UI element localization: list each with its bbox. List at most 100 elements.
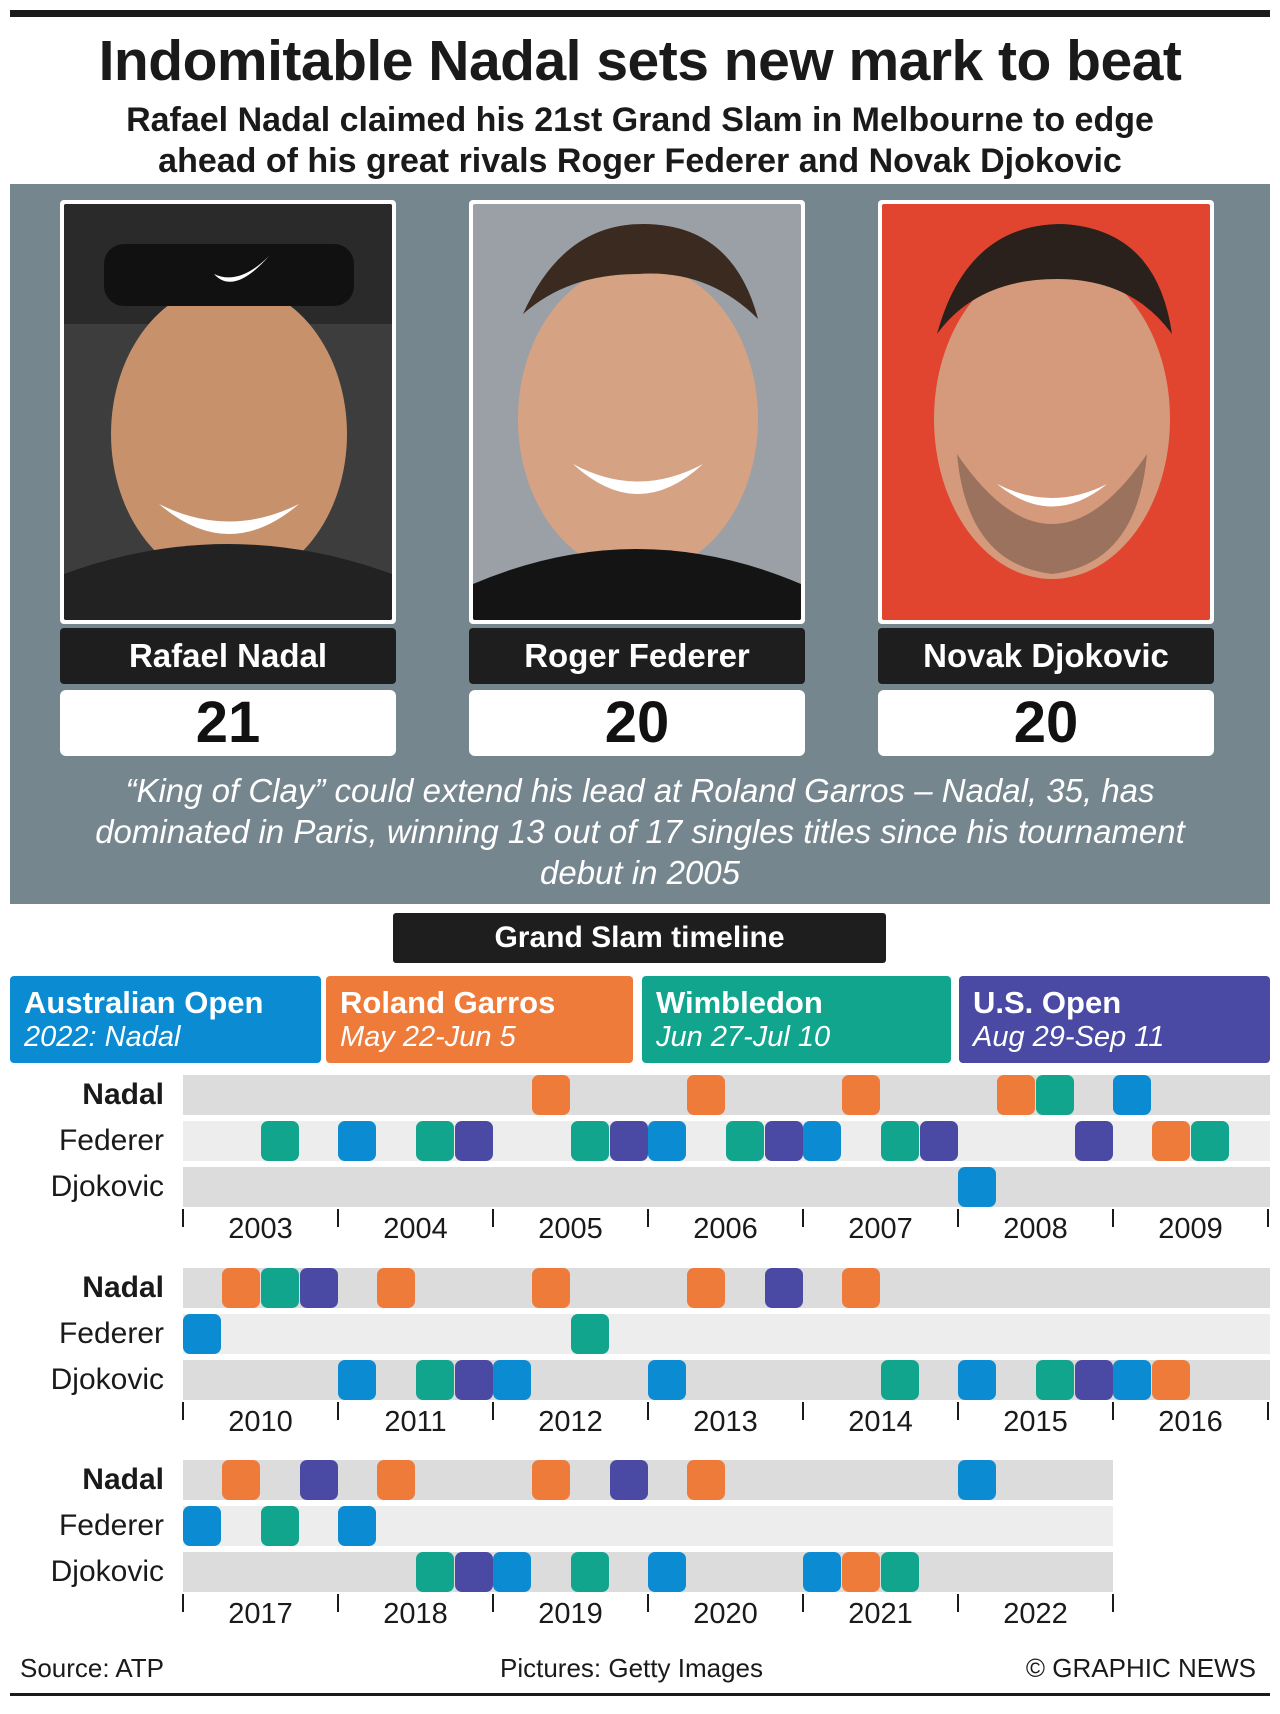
legend-wimbledon: Wimbledon Jun 27-Jul 10 xyxy=(642,976,951,1063)
title-chip xyxy=(765,1121,803,1161)
year-label: 2005 xyxy=(538,1213,603,1245)
title-chip xyxy=(765,1268,803,1308)
player-card-nadal: Rafael Nadal 21 xyxy=(60,200,396,756)
legend-us-open: U.S. Open Aug 29-Sep 11 xyxy=(959,976,1270,1063)
axis-tick xyxy=(337,1594,339,1612)
axis-tick xyxy=(647,1594,649,1612)
axis-tick xyxy=(957,1594,959,1612)
player-name: Rafael Nadal xyxy=(60,628,396,684)
title-chip xyxy=(803,1121,841,1161)
player-photo xyxy=(469,200,805,624)
title-chip xyxy=(261,1506,299,1546)
year-label: 2018 xyxy=(383,1598,448,1630)
year-label: 2010 xyxy=(228,1406,293,1438)
title-chip xyxy=(610,1460,648,1500)
title-chip xyxy=(300,1460,338,1500)
title-chip xyxy=(183,1314,221,1354)
title-chip xyxy=(881,1360,919,1400)
title-chip xyxy=(338,1121,376,1161)
legend-name: Roland Garros xyxy=(340,985,556,1020)
legend-name: Australian Open xyxy=(24,985,264,1020)
year-label: 2006 xyxy=(693,1213,758,1245)
title-chip xyxy=(881,1552,919,1592)
axis-tick xyxy=(957,1209,959,1227)
row-label-nadal: Nadal xyxy=(82,1271,164,1304)
title-chip xyxy=(687,1460,725,1500)
axis-tick xyxy=(802,1209,804,1227)
player-titles-count: 20 xyxy=(469,690,805,756)
title-chip xyxy=(958,1167,996,1207)
axis-tick xyxy=(492,1402,494,1420)
legend-detail: Aug 29-Sep 11 xyxy=(973,1021,1165,1053)
title-chip xyxy=(958,1360,996,1400)
title-chip xyxy=(1152,1121,1190,1161)
year-label: 2015 xyxy=(1003,1406,1068,1438)
year-label: 2007 xyxy=(848,1213,913,1245)
year-label: 2021 xyxy=(848,1598,913,1630)
title-chip xyxy=(958,1460,996,1500)
row-label-nadal: Nadal xyxy=(82,1078,164,1111)
legend-name: Wimbledon xyxy=(656,985,823,1020)
year-label: 2020 xyxy=(693,1598,758,1630)
timeline-track xyxy=(183,1167,1270,1207)
page-subtitle: Rafael Nadal claimed his 21st Grand Slam… xyxy=(126,101,1154,180)
year-label: 2017 xyxy=(228,1598,293,1630)
year-label: 2016 xyxy=(1158,1406,1223,1438)
timeline-track xyxy=(183,1268,1270,1308)
title-chip xyxy=(532,1460,570,1500)
title-chip xyxy=(532,1075,570,1115)
player-photo-image xyxy=(473,204,801,620)
year-label: 2014 xyxy=(848,1406,913,1438)
row-label-djokovic: Djokovic xyxy=(50,1363,164,1396)
page-title: Indomitable Nadal sets new mark to beat xyxy=(98,29,1182,93)
player-photo xyxy=(878,200,1214,624)
title-chip xyxy=(726,1121,764,1161)
axis-tick xyxy=(647,1209,649,1227)
title-chip xyxy=(1152,1360,1190,1400)
title-chip xyxy=(687,1268,725,1308)
title-chip xyxy=(648,1360,686,1400)
title-chip xyxy=(648,1121,686,1161)
axis-tick xyxy=(1112,1209,1114,1227)
year-label: 2008 xyxy=(1003,1213,1068,1245)
axis-tick xyxy=(1267,1209,1269,1227)
axis-tick xyxy=(802,1402,804,1420)
title-chip xyxy=(571,1552,609,1592)
title-chip xyxy=(416,1360,454,1400)
title-chip xyxy=(377,1268,415,1308)
legend-detail: 2022: Nadal xyxy=(24,1021,181,1053)
title-chip xyxy=(261,1268,299,1308)
title-chip xyxy=(377,1460,415,1500)
timeline-track xyxy=(183,1314,1270,1354)
year-label: 2011 xyxy=(384,1406,447,1438)
title-chip xyxy=(842,1268,880,1308)
timeline-heading: Grand Slam timeline xyxy=(393,913,886,963)
title-chip xyxy=(222,1460,260,1500)
row-label-djokovic: Djokovic xyxy=(50,1555,164,1588)
row-label-nadal: Nadal xyxy=(82,1463,164,1496)
title-chip xyxy=(920,1121,958,1161)
timeline-track xyxy=(183,1075,1270,1115)
title-chip xyxy=(1113,1075,1151,1115)
title-chip xyxy=(842,1552,880,1592)
player-titles-count: 20 xyxy=(878,690,1214,756)
axis-tick xyxy=(182,1594,184,1612)
player-name: Novak Djokovic xyxy=(878,628,1214,684)
panel-quote: “King of Clay” could extend his lead at … xyxy=(95,772,1185,891)
title-chip xyxy=(532,1268,570,1308)
title-chip xyxy=(997,1075,1035,1115)
player-card-federer: Roger Federer 20 xyxy=(469,200,805,756)
year-label: 2019 xyxy=(538,1598,603,1630)
title-chip xyxy=(1191,1121,1229,1161)
legend-name: U.S. Open xyxy=(973,985,1122,1020)
title-chip xyxy=(1036,1075,1074,1115)
footer-source: Source: ATP xyxy=(20,1653,165,1683)
title-chip xyxy=(455,1552,493,1592)
title-chip xyxy=(687,1075,725,1115)
title-chip xyxy=(648,1552,686,1592)
player-photo-image xyxy=(64,204,392,620)
player-photo-image xyxy=(882,204,1210,620)
title-chip xyxy=(571,1121,609,1161)
axis-tick xyxy=(492,1209,494,1227)
title-chip xyxy=(222,1268,260,1308)
